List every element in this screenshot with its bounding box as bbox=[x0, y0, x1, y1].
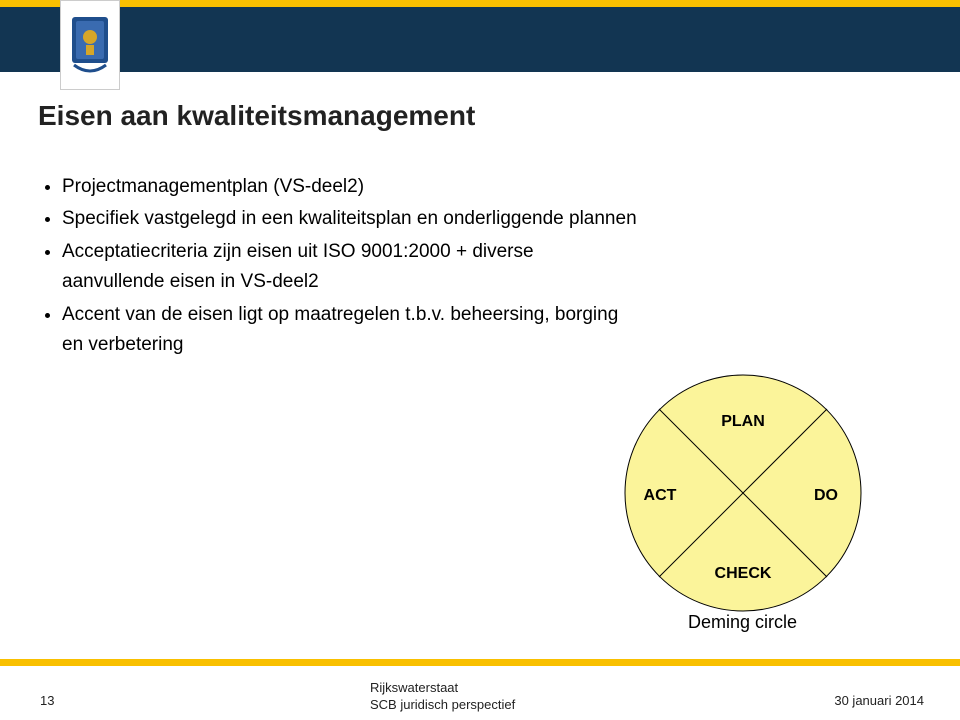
deming-label-act: ACT bbox=[644, 487, 677, 504]
footer-subtitle: SCB juridisch perspectief bbox=[370, 696, 515, 714]
footer-band-yellow bbox=[0, 659, 960, 666]
deming-label-do: DO bbox=[814, 487, 838, 504]
slide-title: Eisen aan kwaliteitsmanagement bbox=[38, 100, 475, 132]
top-band-navy bbox=[0, 7, 960, 72]
bullet-item: Specifiek vastgelegd in een kwaliteitspl… bbox=[62, 204, 640, 234]
deming-caption: Deming circle bbox=[688, 612, 797, 633]
deming-label-check: CHECK bbox=[715, 565, 772, 582]
footer: 13 Rijkswaterstaat SCB juridisch perspec… bbox=[0, 666, 960, 720]
deming-circle: PLAN DO CHECK ACT bbox=[618, 368, 868, 618]
bullet-item: Projectmanagementplan (VS-deel2) bbox=[62, 172, 640, 202]
bullet-item: Acceptatiecriteria zijn eisen uit ISO 90… bbox=[62, 237, 640, 298]
bullet-item: Accent van de eisen ligt op maatregelen … bbox=[62, 300, 640, 361]
page-number: 13 bbox=[40, 693, 54, 708]
top-band-yellow bbox=[0, 0, 960, 7]
emblem-svg bbox=[70, 15, 110, 75]
bullet-list: Projectmanagementplan (VS-deel2) Specifi… bbox=[40, 172, 640, 362]
footer-center: Rijkswaterstaat SCB juridisch perspectie… bbox=[370, 679, 515, 714]
footer-date: 30 januari 2014 bbox=[834, 693, 924, 708]
slide: Eisen aan kwaliteitsmanagement Projectma… bbox=[0, 0, 960, 720]
government-emblem bbox=[60, 0, 120, 90]
deming-label-plan: PLAN bbox=[721, 413, 765, 430]
footer-org: Rijkswaterstaat bbox=[370, 679, 515, 697]
